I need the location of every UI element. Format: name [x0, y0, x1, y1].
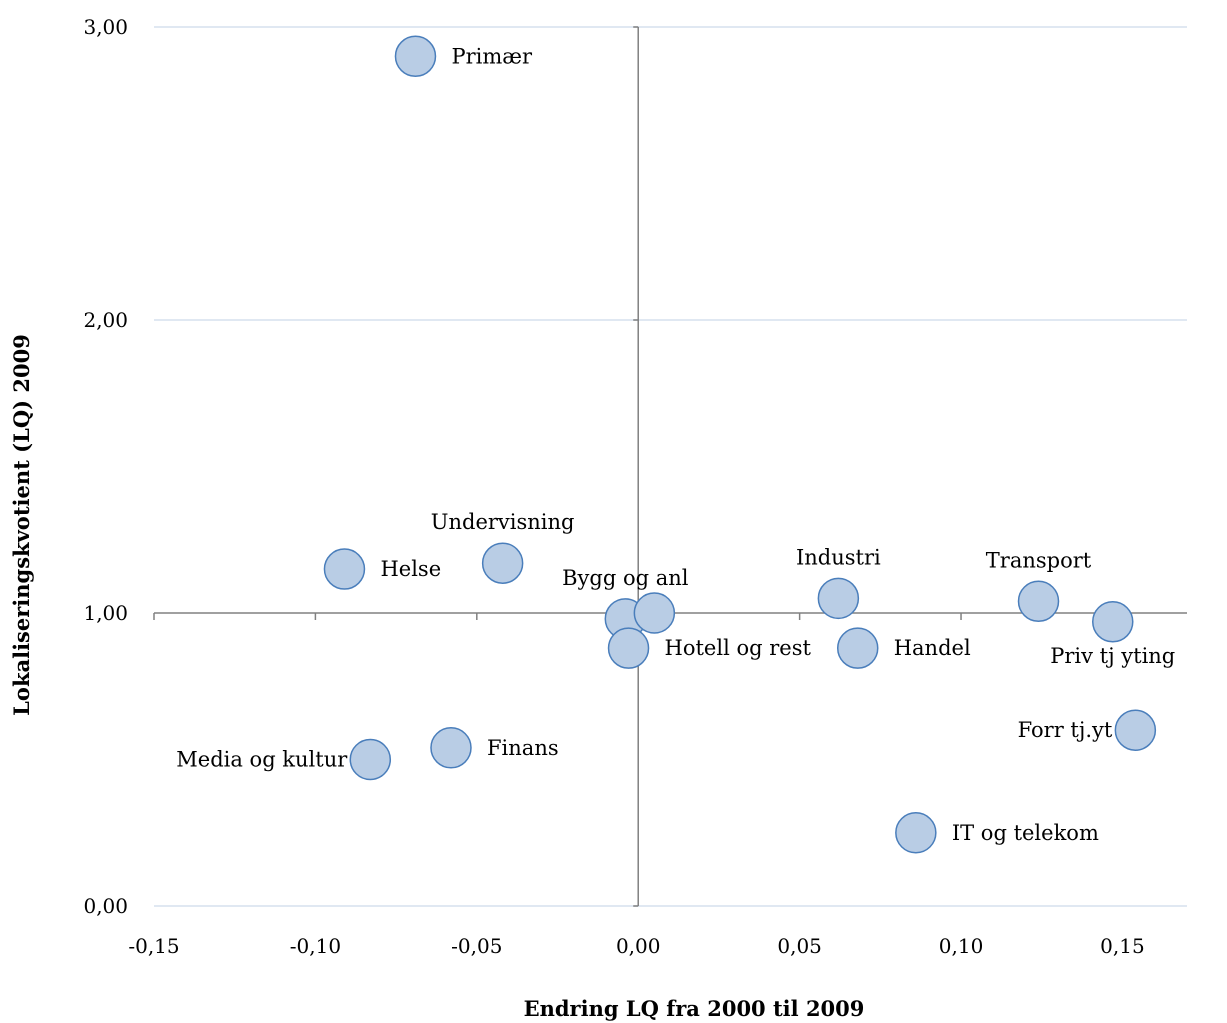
data-point-0 — [394, 35, 437, 78]
point-label-13: Media og kultur — [176, 748, 348, 772]
point-label-3: Bygg og anl — [562, 566, 689, 590]
x-tick-label-6: 0,15 — [1100, 934, 1145, 958]
data-point-10 — [1114, 709, 1157, 751]
data-point-7 — [836, 627, 879, 669]
point-label-0: Primær — [451, 44, 533, 68]
x-tick-label-2: -0,05 — [451, 934, 502, 958]
tick-labels: -0,15 -0,10 -0,05 0,00 0,05 0,10 0,15 0,00 1,00 2… — [83, 15, 1144, 958]
point-label-12: Finans — [487, 736, 559, 760]
point-label-2: Helse — [380, 557, 441, 581]
axes — [153, 26, 1187, 907]
y-tick-label-2: 2,00 — [83, 308, 128, 332]
x-tick-label-4: 0,05 — [777, 934, 822, 958]
data-point-6 — [817, 577, 860, 620]
y-tick-label-3: 3,00 — [83, 15, 128, 39]
data-point-9 — [1092, 601, 1134, 643]
data-point-11 — [895, 812, 937, 854]
point-label-8: Transport — [986, 548, 1092, 572]
x-tick-label-0: -0,15 — [128, 934, 179, 958]
point-label-5: Hotell og rest — [665, 636, 812, 660]
x-tick-label-3: 0,00 — [616, 934, 661, 958]
data-point-1 — [481, 542, 524, 584]
y-tick-label-0: 0,00 — [83, 894, 128, 918]
data-point-5 — [607, 627, 650, 669]
y-axis-title: Lokaliseringskvotient (LQ) 2009 — [9, 334, 34, 716]
data-point-8 — [1017, 580, 1060, 623]
x-tick-label-1: -0,10 — [290, 934, 341, 958]
x-axis-title: Endring LQ fra 2000 til 2009 — [524, 996, 865, 1021]
data-point-4 — [633, 592, 676, 634]
point-label-1: Undervisning — [431, 510, 575, 534]
data-point-2 — [323, 548, 366, 590]
point-label-11: IT og telekom — [952, 821, 1099, 845]
point-labels: Primær Undervisning Helse Bygg og anl Hotell… — [176, 44, 1175, 844]
data-points — [323, 35, 1157, 854]
data-point-13 — [349, 738, 392, 781]
point-label-7: Handel — [894, 636, 971, 660]
x-tick-label-5: 0,10 — [939, 934, 984, 958]
point-label-6: Industri — [796, 545, 881, 569]
point-label-9: Priv tj yting — [1050, 644, 1175, 668]
data-point-12 — [430, 727, 472, 769]
gridlines — [154, 26, 1187, 907]
y-tick-label-1: 1,00 — [83, 601, 128, 625]
point-label-10: Forr tj.yt — [1018, 718, 1113, 742]
